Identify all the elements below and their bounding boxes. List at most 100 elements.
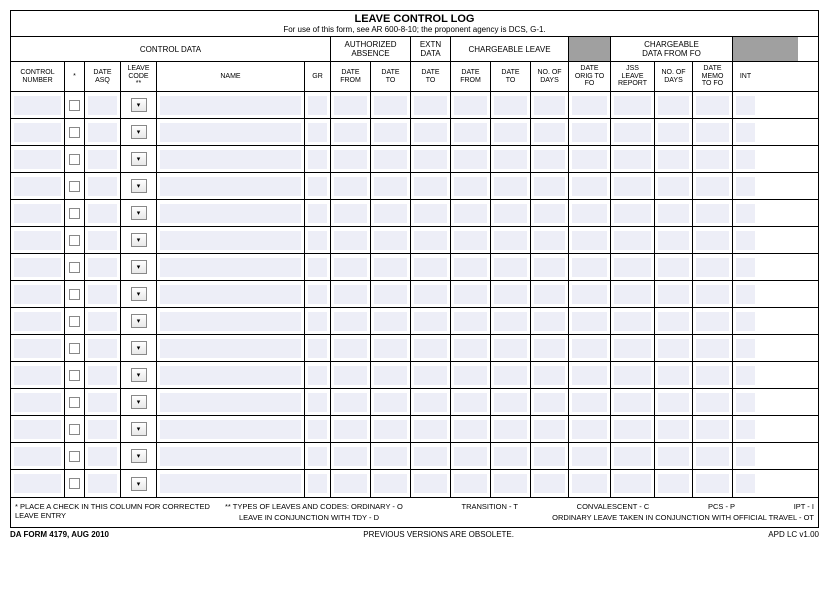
cell-name[interactable] xyxy=(157,254,305,280)
checkbox-icon[interactable] xyxy=(69,343,80,354)
cell-jss[interactable] xyxy=(611,362,655,388)
cell-memo[interactable] xyxy=(693,227,733,253)
cell-check[interactable] xyxy=(65,119,85,145)
cell-nodays[interactable] xyxy=(531,389,569,415)
cell-asq[interactable] xyxy=(85,281,121,307)
checkbox-icon[interactable] xyxy=(69,100,80,111)
cell-orig[interactable] xyxy=(569,308,611,334)
cell-memo[interactable] xyxy=(693,146,733,172)
checkbox-icon[interactable] xyxy=(69,289,80,300)
cell-asq[interactable] xyxy=(85,389,121,415)
cell-jss[interactable] xyxy=(611,281,655,307)
cell-fo-nodays[interactable] xyxy=(655,173,693,199)
cell-code[interactable]: ▾ xyxy=(121,200,157,226)
cell-charge-from[interactable] xyxy=(451,362,491,388)
cell-charge-to[interactable] xyxy=(491,281,531,307)
cell-check[interactable] xyxy=(65,335,85,361)
cell-charge-to[interactable] xyxy=(491,227,531,253)
cell-nodays[interactable] xyxy=(531,92,569,118)
cell-gr[interactable] xyxy=(305,200,331,226)
cell-charge-to[interactable] xyxy=(491,92,531,118)
cell-int[interactable] xyxy=(733,92,758,118)
cell-extn-to[interactable] xyxy=(411,173,451,199)
checkbox-icon[interactable] xyxy=(69,208,80,219)
cell-name[interactable] xyxy=(157,281,305,307)
cell-int[interactable] xyxy=(733,281,758,307)
cell-ctrl[interactable] xyxy=(11,389,65,415)
cell-asq[interactable] xyxy=(85,335,121,361)
cell-gr[interactable] xyxy=(305,146,331,172)
cell-jss[interactable] xyxy=(611,200,655,226)
cell-check[interactable] xyxy=(65,443,85,469)
cell-gr[interactable] xyxy=(305,254,331,280)
cell-extn-to[interactable] xyxy=(411,146,451,172)
cell-fo-nodays[interactable] xyxy=(655,119,693,145)
cell-charge-from[interactable] xyxy=(451,443,491,469)
cell-int[interactable] xyxy=(733,416,758,442)
cell-name[interactable] xyxy=(157,200,305,226)
checkbox-icon[interactable] xyxy=(69,235,80,246)
cell-fo-nodays[interactable] xyxy=(655,281,693,307)
cell-orig[interactable] xyxy=(569,281,611,307)
cell-int[interactable] xyxy=(733,200,758,226)
checkbox-icon[interactable] xyxy=(69,424,80,435)
cell-code[interactable]: ▾ xyxy=(121,470,157,497)
cell-fo-nodays[interactable] xyxy=(655,227,693,253)
cell-ctrl[interactable] xyxy=(11,362,65,388)
checkbox-icon[interactable] xyxy=(69,127,80,138)
cell-name[interactable] xyxy=(157,362,305,388)
cell-auth-to[interactable] xyxy=(371,470,411,497)
cell-auth-from[interactable] xyxy=(331,92,371,118)
checkbox-icon[interactable] xyxy=(69,397,80,408)
cell-check[interactable] xyxy=(65,92,85,118)
cell-jss[interactable] xyxy=(611,470,655,497)
cell-asq[interactable] xyxy=(85,92,121,118)
cell-int[interactable] xyxy=(733,227,758,253)
cell-auth-to[interactable] xyxy=(371,92,411,118)
cell-charge-from[interactable] xyxy=(451,119,491,145)
cell-int[interactable] xyxy=(733,470,758,497)
checkbox-icon[interactable] xyxy=(69,181,80,192)
cell-code[interactable]: ▾ xyxy=(121,119,157,145)
cell-jss[interactable] xyxy=(611,389,655,415)
cell-int[interactable] xyxy=(733,335,758,361)
cell-check[interactable] xyxy=(65,254,85,280)
cell-jss[interactable] xyxy=(611,146,655,172)
cell-jss[interactable] xyxy=(611,308,655,334)
cell-check[interactable] xyxy=(65,389,85,415)
cell-fo-nodays[interactable] xyxy=(655,389,693,415)
cell-gr[interactable] xyxy=(305,281,331,307)
cell-auth-from[interactable] xyxy=(331,146,371,172)
cell-orig[interactable] xyxy=(569,173,611,199)
cell-int[interactable] xyxy=(733,119,758,145)
checkbox-icon[interactable] xyxy=(69,478,80,489)
chevron-down-icon[interactable]: ▾ xyxy=(131,314,147,328)
cell-gr[interactable] xyxy=(305,389,331,415)
cell-check[interactable] xyxy=(65,146,85,172)
cell-auth-from[interactable] xyxy=(331,200,371,226)
cell-jss[interactable] xyxy=(611,227,655,253)
checkbox-icon[interactable] xyxy=(69,370,80,381)
cell-fo-nodays[interactable] xyxy=(655,443,693,469)
cell-auth-to[interactable] xyxy=(371,281,411,307)
chevron-down-icon[interactable]: ▾ xyxy=(131,98,147,112)
cell-auth-from[interactable] xyxy=(331,470,371,497)
cell-gr[interactable] xyxy=(305,173,331,199)
cell-orig[interactable] xyxy=(569,227,611,253)
cell-int[interactable] xyxy=(733,308,758,334)
cell-gr[interactable] xyxy=(305,362,331,388)
cell-code[interactable]: ▾ xyxy=(121,335,157,361)
cell-nodays[interactable] xyxy=(531,308,569,334)
cell-auth-from[interactable] xyxy=(331,119,371,145)
cell-int[interactable] xyxy=(733,362,758,388)
cell-ctrl[interactable] xyxy=(11,146,65,172)
chevron-down-icon[interactable]: ▾ xyxy=(131,422,147,436)
cell-charge-from[interactable] xyxy=(451,335,491,361)
chevron-down-icon[interactable]: ▾ xyxy=(131,395,147,409)
cell-auth-to[interactable] xyxy=(371,119,411,145)
cell-charge-to[interactable] xyxy=(491,308,531,334)
cell-extn-to[interactable] xyxy=(411,92,451,118)
cell-orig[interactable] xyxy=(569,146,611,172)
cell-charge-from[interactable] xyxy=(451,92,491,118)
cell-auth-from[interactable] xyxy=(331,335,371,361)
